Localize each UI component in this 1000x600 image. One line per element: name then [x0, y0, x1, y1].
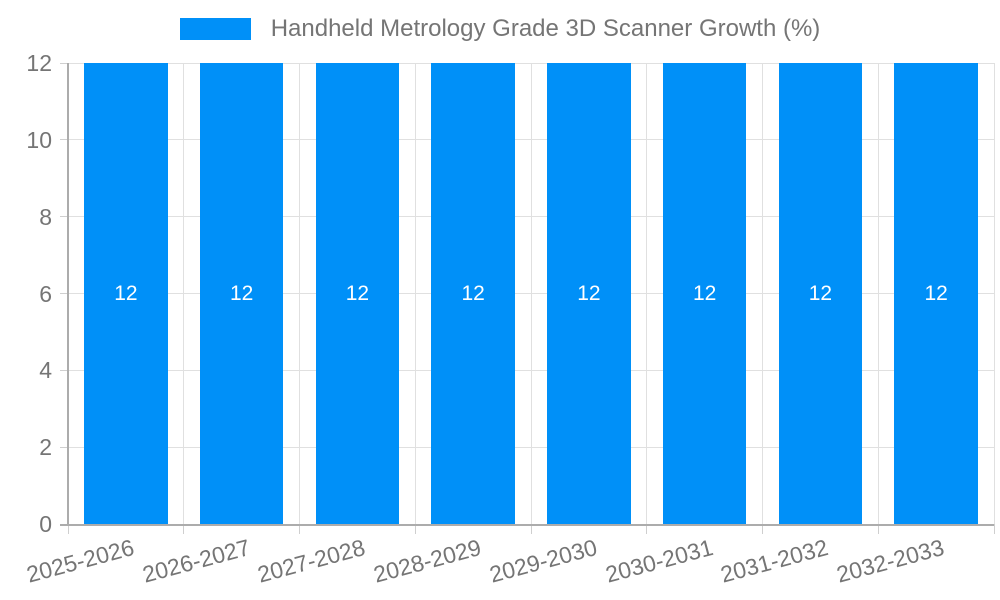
y-tick-label: 4	[39, 357, 52, 384]
plot-area: 0 2 4 6 8 10 12 12 2025-2026 12 2026-2027 12 2027-20…	[24, 51, 995, 588]
y-tick-label: 10	[26, 126, 52, 153]
x-gridline	[299, 63, 300, 524]
y-tick-label: 8	[39, 203, 52, 230]
y-tick-label: 0	[39, 511, 52, 537]
x-tick-mark	[414, 524, 416, 534]
bar-value-label: 12	[114, 281, 138, 305]
x-axis-line	[60, 524, 994, 526]
y-tick-label: 12	[26, 50, 52, 76]
bar[interactable]: 12	[778, 63, 863, 524]
bar-value-label: 12	[461, 281, 485, 305]
x-tick-mark	[646, 524, 648, 534]
bar-value-label: 12	[229, 281, 254, 305]
x-tick-mark	[993, 524, 995, 534]
x-gridline	[646, 63, 648, 524]
bar[interactable]: 12	[84, 63, 168, 524]
y-tick-mark	[60, 369, 68, 371]
y-tick-mark	[60, 216, 68, 218]
bar-value-label: 12	[808, 281, 833, 305]
bar-value-label: 12	[345, 281, 370, 305]
y-tick-label: 2	[39, 434, 52, 461]
x-gridline	[183, 63, 185, 524]
x-tick-mark	[183, 524, 185, 534]
bar[interactable]: 12	[199, 63, 284, 524]
y-tick-mark	[60, 293, 68, 294]
legend-swatch	[179, 18, 251, 40]
bar-value-label: 12	[577, 281, 601, 305]
legend-item[interactable]: Handheld Metrology Grade 3D Scanner Grow…	[0, 15, 1000, 43]
x-gridline	[414, 63, 416, 524]
bar[interactable]: 12	[662, 63, 747, 524]
x-gridline	[530, 63, 532, 524]
bar[interactable]: 12	[315, 63, 400, 524]
y-tick-mark	[60, 139, 68, 141]
x-tick-mark	[299, 524, 300, 534]
y-tick-mark	[60, 446, 68, 448]
bar[interactable]: 12	[894, 63, 978, 524]
x-gridline	[762, 63, 763, 524]
bar[interactable]: 12	[431, 63, 515, 524]
bar[interactable]: 12	[547, 63, 631, 524]
x-tick-mark	[762, 524, 763, 534]
y-tick-label: 6	[39, 280, 52, 307]
x-gridline	[993, 63, 995, 524]
x-tick-mark	[877, 524, 879, 534]
y-tick-mark	[60, 62, 68, 64]
x-tick-mark	[67, 524, 69, 534]
x-gridline	[877, 63, 879, 524]
x-tick-mark	[530, 524, 532, 534]
chart-title: Handheld Metrology Grade 3D Scanner Grow…	[270, 15, 821, 42]
y-axis-line	[67, 63, 69, 524]
bar-value-label: 12	[692, 281, 717, 305]
bar-value-label: 12	[924, 281, 948, 305]
